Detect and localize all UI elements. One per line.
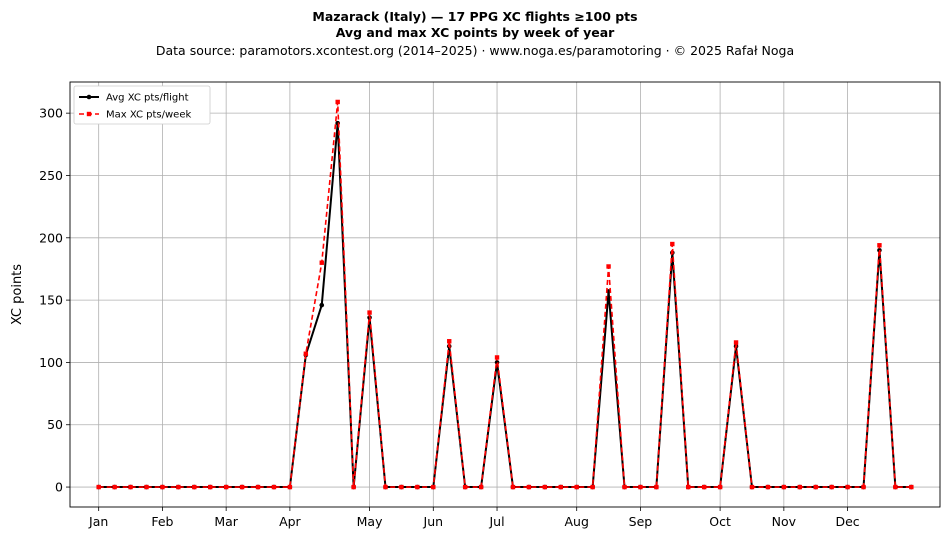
x-tick-label-dec: Dec bbox=[835, 514, 859, 529]
max-point bbox=[606, 264, 611, 269]
max-point bbox=[192, 484, 197, 490]
max-point bbox=[239, 484, 245, 490]
max-point bbox=[781, 484, 787, 490]
max-point bbox=[383, 484, 388, 490]
axis-ticks: Jan Feb Mar Apr May Jun Jul Aug Sep Oct Nov Dec 0 50 1… bbox=[39, 106, 860, 529]
data-series bbox=[96, 99, 914, 490]
x-tick-label-aug: Aug bbox=[564, 514, 588, 529]
x-tick-label-sep: Sep bbox=[629, 514, 653, 529]
max-point bbox=[638, 484, 643, 490]
max-point bbox=[893, 484, 898, 490]
max-point bbox=[686, 484, 691, 490]
title-line-1: Mazarack (Italy) — 17 PPG XC flights ≥10… bbox=[312, 9, 637, 24]
max-point bbox=[208, 484, 213, 490]
max-point bbox=[462, 484, 468, 490]
max-point bbox=[319, 260, 324, 265]
x-tick-label-feb: Feb bbox=[151, 514, 173, 529]
max-point bbox=[128, 484, 133, 490]
max-point bbox=[367, 310, 372, 315]
max-point bbox=[909, 484, 914, 490]
x-tick-label-nov: Nov bbox=[772, 514, 797, 529]
max-point bbox=[558, 484, 563, 490]
y-tick-label-100: 100 bbox=[39, 355, 63, 370]
x-tick-label-apr: Apr bbox=[279, 514, 301, 529]
max-point bbox=[574, 484, 579, 490]
y-tick-label-300: 300 bbox=[39, 106, 63, 121]
avg-point bbox=[319, 302, 325, 308]
max-point bbox=[351, 484, 356, 490]
legend-item-max: Max XC pts/week bbox=[79, 110, 191, 121]
max-point bbox=[447, 339, 452, 344]
max-point bbox=[223, 484, 229, 490]
max-point bbox=[255, 484, 261, 490]
max-point bbox=[335, 99, 340, 105]
title-line-2: Avg and max XC points by week of year bbox=[336, 25, 615, 40]
data-source-line: Data source: paramotors.xcontest.org (20… bbox=[156, 43, 794, 58]
max-point bbox=[622, 484, 627, 490]
x-tick-label-may: May bbox=[357, 514, 383, 529]
max-point bbox=[415, 484, 420, 490]
max-point bbox=[845, 484, 850, 490]
max-point bbox=[542, 484, 548, 490]
max-point bbox=[733, 340, 739, 345]
max-point bbox=[510, 484, 516, 490]
max-point bbox=[797, 484, 802, 490]
plot-area bbox=[70, 82, 940, 507]
max-point bbox=[654, 484, 659, 490]
max-point bbox=[813, 484, 818, 490]
y-tick-label-150: 150 bbox=[39, 293, 63, 308]
plot-border bbox=[69, 81, 941, 508]
max-point bbox=[431, 484, 436, 490]
series-max bbox=[96, 99, 914, 490]
x-tick-label-jul: Jul bbox=[488, 514, 504, 529]
x-tick-label-oct: Oct bbox=[709, 514, 731, 529]
legend-label: Avg XC pts/flight bbox=[106, 93, 189, 104]
max-point bbox=[160, 484, 165, 490]
legend-swatch-marker bbox=[86, 94, 92, 100]
chart-title: Mazarack (Italy) — 17 PPG XC flights ≥10… bbox=[156, 9, 794, 58]
max-point bbox=[749, 484, 755, 490]
series-line-max bbox=[98, 101, 912, 488]
max-point bbox=[877, 243, 882, 248]
max-point bbox=[96, 484, 101, 490]
legend-label: Max XC pts/week bbox=[106, 110, 191, 121]
max-point bbox=[112, 484, 117, 490]
max-point bbox=[670, 241, 675, 247]
x-tick-label-jan: Jan bbox=[88, 514, 108, 529]
max-point bbox=[494, 355, 500, 360]
y-tick-label-0: 0 bbox=[55, 480, 63, 495]
max-point bbox=[526, 484, 532, 490]
legend-item-avg: Avg XC pts/flight bbox=[79, 93, 189, 104]
max-point bbox=[399, 484, 404, 490]
max-point bbox=[590, 484, 595, 490]
legend: Avg XC pts/flight Max XC pts/week bbox=[73, 85, 211, 125]
max-point bbox=[701, 484, 707, 490]
x-tick-label-jun: Jun bbox=[423, 514, 444, 529]
max-point bbox=[861, 484, 866, 490]
y-tick-label-200: 200 bbox=[39, 230, 63, 245]
max-point bbox=[287, 484, 293, 490]
x-tick-label-mar: Mar bbox=[214, 514, 238, 529]
legend-box bbox=[73, 85, 211, 125]
max-point bbox=[176, 484, 181, 490]
y-tick-label-50: 50 bbox=[47, 417, 63, 432]
max-point bbox=[717, 484, 723, 490]
y-axis-label: XC points bbox=[10, 264, 25, 325]
y-tick-label-250: 250 bbox=[39, 168, 63, 183]
max-point bbox=[478, 484, 484, 490]
max-point bbox=[271, 484, 277, 490]
legend-swatch-marker bbox=[86, 111, 92, 117]
max-point bbox=[303, 351, 309, 356]
max-point bbox=[144, 484, 149, 490]
max-point bbox=[765, 484, 771, 490]
max-point bbox=[829, 484, 834, 490]
